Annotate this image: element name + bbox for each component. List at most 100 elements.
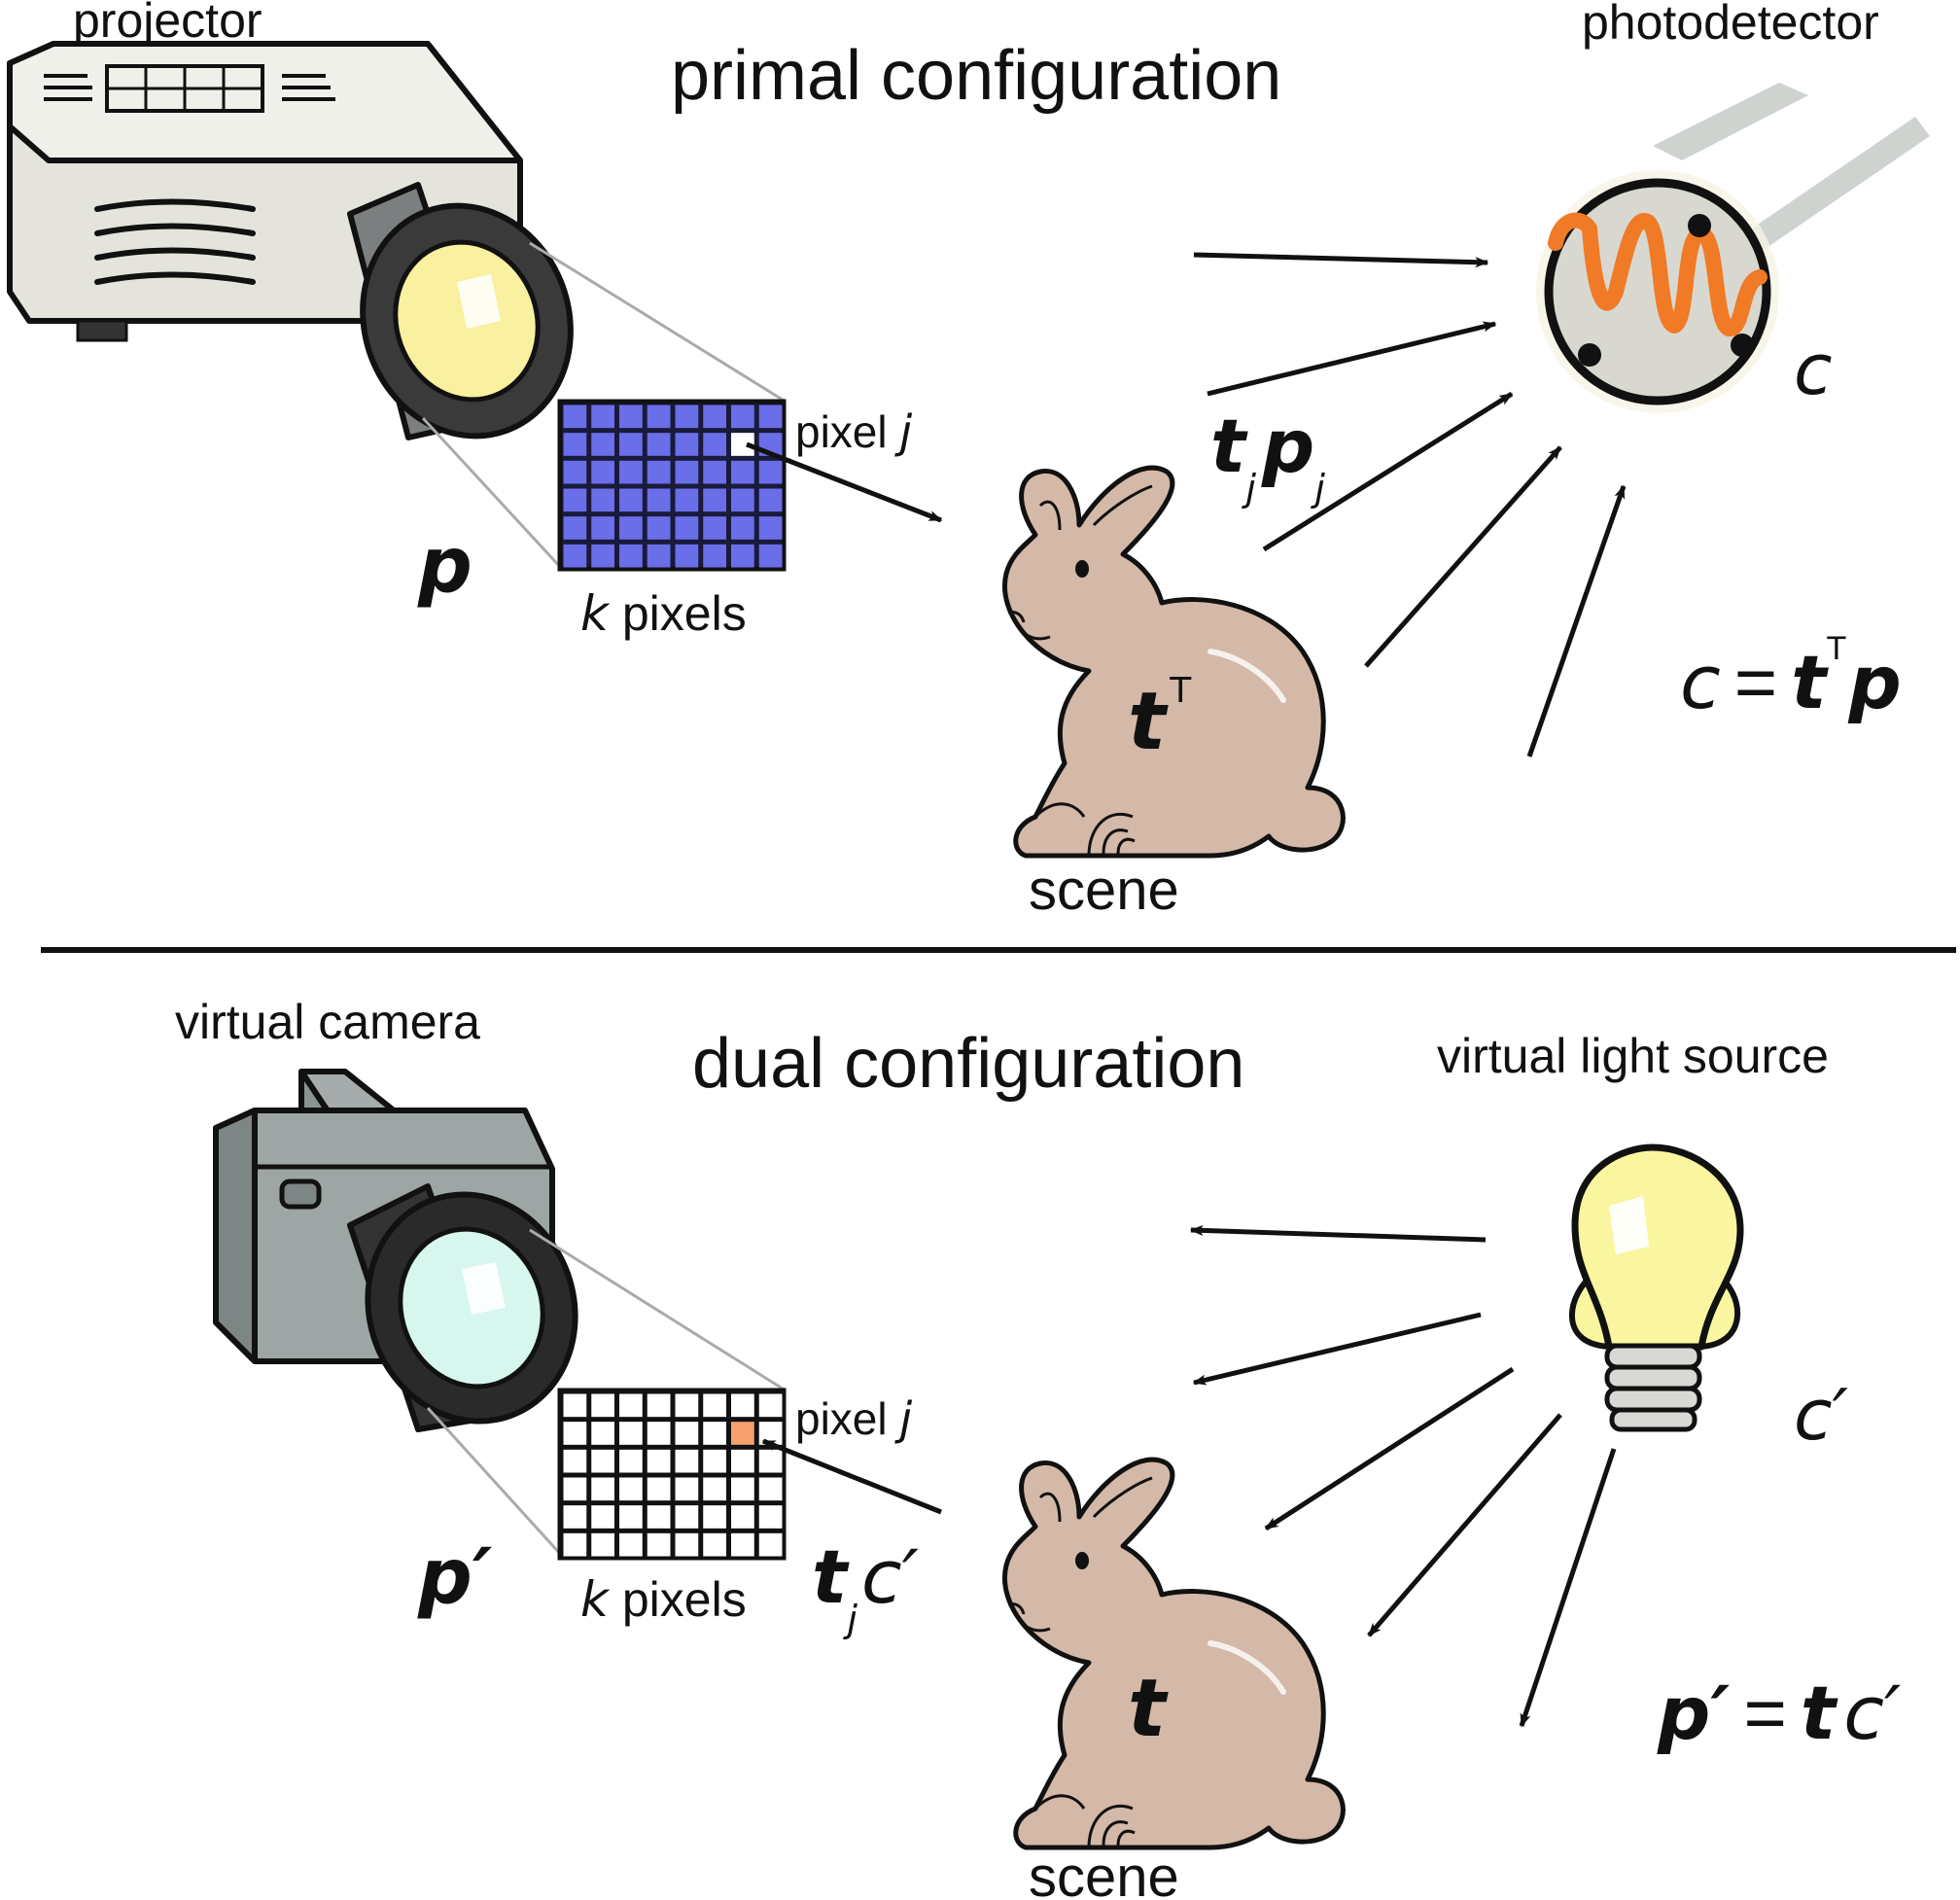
pixel-cell bbox=[758, 1422, 783, 1445]
pixel-cell bbox=[703, 433, 726, 456]
pixel-cell bbox=[647, 1477, 671, 1501]
primal-pixel-grid bbox=[557, 399, 787, 572]
pixel-cell bbox=[647, 544, 671, 568]
pixel-cell bbox=[563, 460, 587, 484]
dual-p-prime-symbol: p′ bbox=[417, 1533, 493, 1621]
pixel-cell bbox=[758, 1477, 783, 1501]
pixel-cell bbox=[758, 544, 783, 568]
dual-tjc-label: tjc′ bbox=[812, 1533, 919, 1640]
pixel-cell bbox=[647, 433, 671, 456]
pixel-grid-frame bbox=[557, 1388, 787, 1561]
pixel-cell bbox=[731, 544, 754, 568]
pixel-cell bbox=[703, 1449, 726, 1473]
pixel-cell bbox=[675, 1449, 699, 1473]
primal-pixel-label: pixel j bbox=[795, 405, 912, 458]
pixel-cell bbox=[703, 488, 726, 512]
dual-section: dual configuration virtual camera virtua… bbox=[175, 995, 1901, 1900]
bunny-icon bbox=[1004, 1460, 1343, 1847]
pixel-cell bbox=[619, 1505, 643, 1529]
pixel-cell bbox=[675, 433, 699, 456]
pixel-cell bbox=[591, 516, 614, 540]
pixel-cell bbox=[563, 488, 587, 512]
dual-k-pixels-label: k pixels bbox=[580, 1571, 747, 1628]
primal-k-pixels-label: k pixels bbox=[580, 585, 747, 642]
pixel-cell bbox=[563, 405, 587, 429]
pixel-cell bbox=[619, 488, 643, 512]
projector-label: projector bbox=[73, 0, 262, 48]
pixel-cell bbox=[731, 1449, 754, 1473]
pixel-cell bbox=[619, 544, 643, 568]
pixel-cell bbox=[758, 516, 783, 540]
primal-c-symbol: c bbox=[1794, 329, 1833, 410]
primal-title: primal configuration bbox=[671, 37, 1281, 115]
pixel-cell bbox=[619, 1393, 643, 1418]
pixel-cell bbox=[758, 1505, 783, 1529]
photodetector-icon bbox=[1536, 83, 1930, 413]
pixel-grid-frame bbox=[557, 399, 787, 572]
pixel-cell bbox=[647, 1449, 671, 1473]
pixel-cell bbox=[731, 516, 754, 540]
pixel-cell bbox=[731, 460, 754, 484]
pixel-cell bbox=[591, 433, 614, 456]
dual-pixel-grid bbox=[557, 1388, 787, 1561]
pixel-cell bbox=[591, 460, 614, 484]
pixel-cell bbox=[563, 544, 587, 568]
pixel-cell bbox=[619, 516, 643, 540]
pixel-cell bbox=[591, 405, 614, 429]
pixel-cell bbox=[563, 1505, 587, 1529]
pixel-cell bbox=[703, 1477, 726, 1501]
pixel-cell bbox=[563, 1393, 587, 1418]
pixel-cell bbox=[731, 1532, 754, 1557]
pixel-cell bbox=[647, 488, 671, 512]
pixel-cell bbox=[703, 405, 726, 429]
pixel-cell bbox=[647, 460, 671, 484]
virtual-camera-label: virtual camera bbox=[175, 995, 480, 1049]
pixel-cell bbox=[703, 1532, 726, 1557]
pixel-cell bbox=[675, 488, 699, 512]
pixel-j-cell bbox=[731, 433, 754, 456]
pixel-cell bbox=[703, 1393, 726, 1418]
pixel-cell bbox=[703, 460, 726, 484]
virtual-light-source-label: virtual light source bbox=[1437, 1029, 1829, 1083]
pixel-cell bbox=[591, 1393, 614, 1418]
pixel-cell bbox=[703, 516, 726, 540]
pixel-cell bbox=[619, 460, 643, 484]
dual-t-symbol: t bbox=[1128, 1663, 1169, 1755]
pixel-cell bbox=[619, 1477, 643, 1501]
pixel-cell bbox=[647, 516, 671, 540]
pixel-cell bbox=[758, 1449, 783, 1473]
camera-icon bbox=[213, 1069, 578, 1432]
pixel-cell bbox=[675, 1532, 699, 1557]
primal-scene-label: scene bbox=[1029, 859, 1179, 922]
pixel-cell bbox=[619, 1532, 643, 1557]
pixel-cell bbox=[591, 1532, 614, 1557]
pixel-cell bbox=[675, 1505, 699, 1529]
pixel-cell bbox=[591, 544, 614, 568]
pixel-cell bbox=[563, 516, 587, 540]
dual-pixel-label: pixel j bbox=[795, 1392, 912, 1445]
pixel-cell bbox=[758, 460, 783, 484]
pixel-cell bbox=[591, 1477, 614, 1501]
pixel-cell bbox=[647, 405, 671, 429]
pixel-cell bbox=[758, 1532, 783, 1557]
pixel-cell bbox=[731, 488, 754, 512]
pixel-cell bbox=[591, 1505, 614, 1529]
light-bulb-icon bbox=[1568, 1144, 1744, 1432]
pixel-cell bbox=[619, 1449, 643, 1473]
pixel-cell bbox=[619, 433, 643, 456]
pixel-cell bbox=[758, 488, 783, 512]
pixel-cell bbox=[563, 1449, 587, 1473]
primal-equation: c = tTp bbox=[1680, 630, 1902, 725]
pixel-cell bbox=[619, 405, 643, 429]
pixel-cell bbox=[758, 405, 783, 429]
pixel-cell bbox=[675, 460, 699, 484]
pixel-cell bbox=[675, 405, 699, 429]
pixel-cell bbox=[703, 544, 726, 568]
pixel-cell bbox=[647, 1505, 671, 1529]
pixel-cell bbox=[731, 405, 754, 429]
pixel-cell bbox=[675, 1477, 699, 1501]
photodetector-label: photodetector bbox=[1582, 0, 1879, 50]
pixel-cell bbox=[563, 433, 587, 456]
